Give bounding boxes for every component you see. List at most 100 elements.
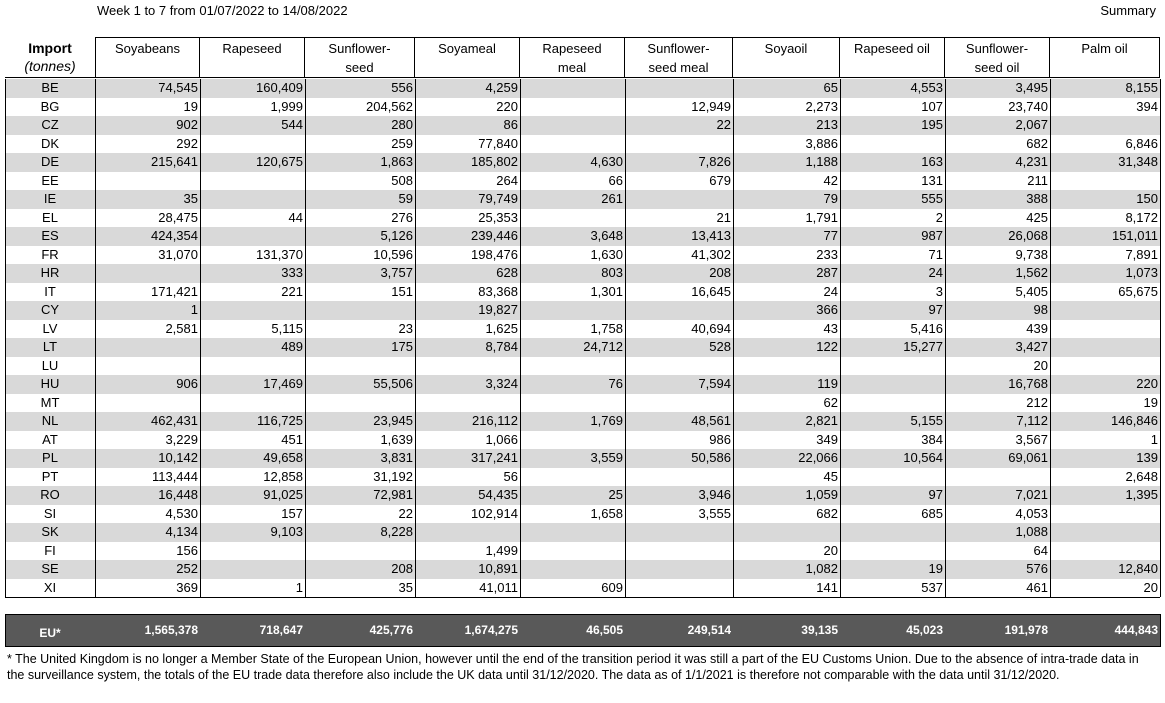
row-label: DE	[40, 154, 60, 169]
cell	[1050, 505, 1160, 524]
row-band	[5, 560, 1160, 579]
cell: 48,561	[691, 413, 731, 428]
cell	[1050, 116, 1160, 135]
cell: 369	[176, 579, 198, 595]
cell: 156	[176, 542, 198, 558]
row-band	[5, 467, 1160, 486]
cell: 292	[176, 135, 198, 151]
cell: 7,594	[698, 376, 731, 391]
cell	[1050, 542, 1160, 561]
cell	[520, 523, 625, 542]
cell: 77,840	[478, 135, 518, 151]
cell: 12,949	[691, 98, 731, 114]
cell: 5,155	[910, 413, 943, 428]
cell: 4,530	[165, 505, 198, 521]
cell: 17,469	[263, 376, 303, 391]
row-band	[5, 97, 1160, 116]
row-label: SE	[41, 561, 59, 576]
cell	[200, 190, 305, 209]
row-band	[5, 301, 1160, 320]
cell	[840, 394, 945, 413]
cell: 131	[921, 172, 943, 188]
cell: 20	[823, 542, 838, 558]
cell: 102,914	[471, 505, 518, 521]
cell	[200, 542, 305, 561]
cell: 1,758	[590, 320, 623, 336]
cell: 19,827	[478, 302, 518, 317]
row-band	[5, 190, 1160, 209]
cell: 555	[921, 191, 943, 206]
cell: 1,863	[380, 154, 413, 169]
column-header: Sunflower- seed	[305, 37, 415, 78]
cell: 24,712	[583, 339, 623, 354]
row-band	[5, 319, 1160, 338]
cell: 83,368	[478, 283, 518, 299]
cell: 5,126	[380, 228, 413, 243]
total-band	[5, 614, 1161, 647]
cell: 803	[601, 265, 623, 280]
cell	[200, 172, 305, 191]
bottom-line	[5, 597, 1160, 598]
cell: 8,172	[1125, 209, 1158, 225]
cell: 461	[1026, 579, 1048, 595]
cell: 98	[1033, 302, 1048, 317]
col-line	[945, 79, 946, 597]
column-header: Rapeseed oil	[840, 37, 945, 78]
cell: 139	[1136, 450, 1158, 465]
total-cell: 249,514	[687, 623, 731, 637]
cell: 2,648	[1125, 468, 1158, 484]
column-header: Sunflower- seed meal	[625, 37, 733, 78]
cell: 19	[928, 561, 943, 576]
total-label: EU*	[39, 626, 61, 640]
cell	[415, 394, 520, 413]
cell: 146,846	[1111, 413, 1158, 428]
cell: 4,553	[910, 80, 943, 95]
cell: 3,427	[1015, 339, 1048, 354]
row-band	[5, 578, 1160, 597]
cell: 150	[1136, 191, 1158, 206]
cell	[95, 338, 200, 357]
cell	[840, 357, 945, 376]
cell: 3,648	[590, 228, 623, 243]
cell: 122	[816, 339, 838, 354]
cell: 59	[398, 191, 413, 206]
cell: 204,562	[366, 98, 413, 114]
cell: 15,277	[903, 339, 943, 354]
cell: 3,946	[698, 487, 731, 502]
row-band	[5, 356, 1160, 375]
row-label: CY	[40, 302, 60, 317]
cell: 31,192	[373, 468, 413, 484]
cell	[200, 135, 305, 154]
cell: 528	[709, 339, 731, 354]
cell: 384	[921, 431, 943, 447]
cell: 10,891	[478, 561, 518, 576]
cell: 74,545	[158, 80, 198, 95]
cell: 211	[1027, 172, 1048, 188]
cell: 424,354	[151, 228, 198, 243]
row-label: PL	[42, 450, 58, 465]
row-band	[5, 412, 1160, 431]
cell	[520, 135, 625, 154]
row-label: HU	[40, 376, 60, 391]
cell: 5,405	[1015, 283, 1048, 299]
header-border	[5, 77, 95, 78]
footnote: * The United Kingdom is no longer a Memb…	[7, 652, 1139, 682]
cell	[1050, 338, 1160, 357]
cell: 317,241	[471, 450, 518, 465]
cell: 1,188	[805, 154, 838, 169]
row-label: ES	[41, 228, 59, 243]
cell: 8,155	[1125, 80, 1158, 95]
cell: 3	[935, 283, 943, 299]
cell: 221	[281, 283, 303, 299]
cell: 462,431	[151, 413, 198, 428]
cell	[305, 394, 415, 413]
cell	[520, 301, 625, 320]
cell: 556	[391, 80, 413, 95]
cell: 7,021	[1015, 487, 1048, 502]
cell: 3,495	[1015, 80, 1048, 95]
cell: 20	[1033, 357, 1048, 373]
cell: 1,630	[590, 246, 623, 262]
cell: 902	[176, 117, 198, 132]
cell: 1,088	[1015, 524, 1048, 539]
cell: 43	[823, 320, 838, 336]
